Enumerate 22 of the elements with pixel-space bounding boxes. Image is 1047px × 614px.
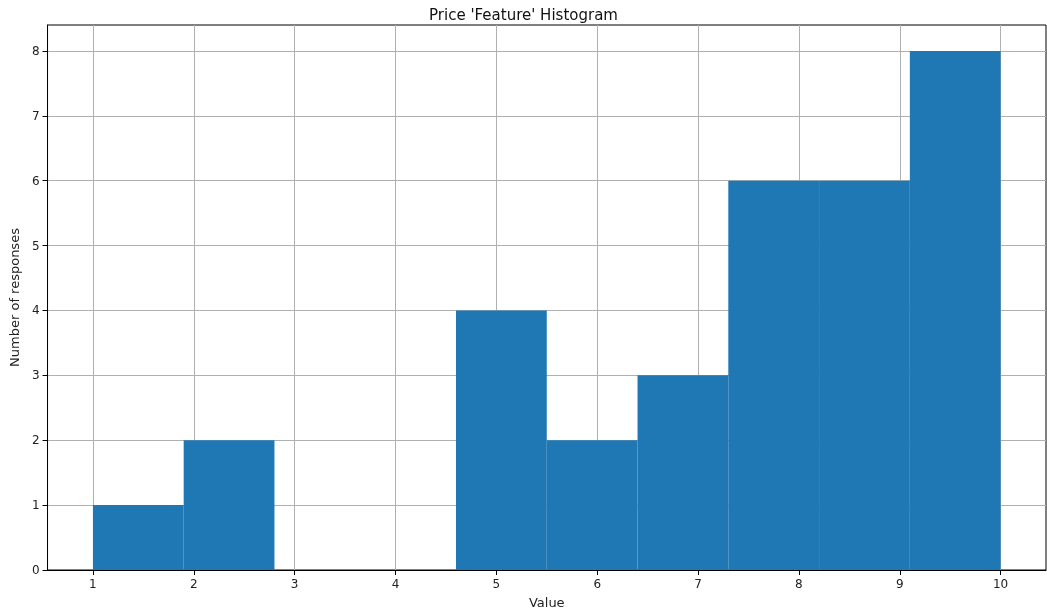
x-axis-title: Value: [528, 595, 565, 610]
y-tick-label: 1: [31, 498, 40, 513]
y-tick-label: 3: [31, 368, 40, 383]
x-tick-label: 5: [492, 577, 501, 591]
x-tick-label: 6: [593, 577, 602, 591]
y-tick-label: 0: [31, 563, 40, 577]
x-tick-label: 2: [189, 577, 198, 591]
y-tick-label: 6: [31, 173, 40, 188]
y-tick-label: 8: [31, 43, 40, 58]
x-tick-label: 8: [795, 577, 803, 591]
y-tick-label: 2: [31, 433, 40, 448]
x-tick-label: 9: [895, 577, 904, 591]
y-axis-title: Number of responses: [7, 227, 22, 367]
x-tick-label: 1: [89, 577, 97, 591]
x-tick-label: 10: [992, 577, 1009, 591]
y-tick-label: 4: [31, 303, 40, 318]
x-tick-label: 3: [290, 577, 299, 591]
x-tick-label: 7: [694, 577, 702, 591]
y-tick-label: 5: [31, 238, 40, 253]
chart-title: Price 'Feature' Histogram: [429, 5, 618, 24]
x-tick-label: 4: [391, 577, 400, 591]
y-tick-label: 7: [31, 108, 40, 123]
